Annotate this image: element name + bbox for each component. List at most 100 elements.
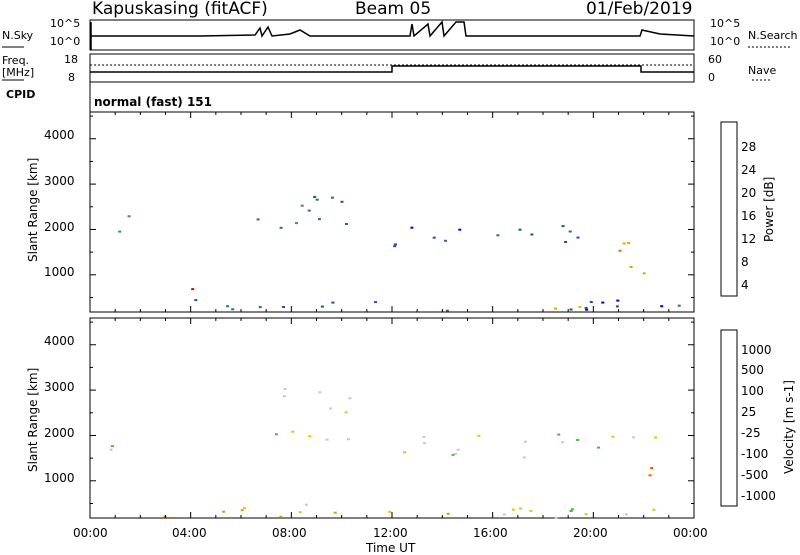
- data-cell: [654, 436, 657, 439]
- data-cell: [677, 304, 681, 307]
- power-panel-frame: [89, 111, 695, 313]
- data-cell: [282, 395, 286, 398]
- velocity-cb-m500: -500: [741, 468, 769, 482]
- data-cell: [243, 507, 247, 510]
- freq-label: Freq.: [2, 54, 30, 67]
- velocity-colorbar: [720, 329, 738, 507]
- data-cell: [331, 196, 334, 199]
- data-cell: [611, 435, 615, 438]
- data-cell: [530, 233, 534, 236]
- power-cb-20: 20: [741, 186, 757, 200]
- beam-label: Beam 05: [355, 0, 432, 19]
- data-cell: [456, 448, 460, 451]
- data-cell: [348, 397, 352, 400]
- data-cell: [585, 308, 589, 311]
- data-cell: [318, 391, 322, 394]
- data-cell: [298, 511, 302, 514]
- xtick-0000: 00:00: [73, 526, 108, 540]
- data-cell: [317, 218, 321, 221]
- data-cell: [315, 198, 319, 201]
- data-cell: [345, 223, 348, 225]
- data-cell: [502, 513, 506, 516]
- data-cell: [523, 440, 527, 443]
- power-ytick-2000: 2000: [44, 220, 75, 234]
- nsearch-label: N.Search: [748, 29, 798, 42]
- data-cell: [222, 510, 226, 513]
- data-cell: [347, 438, 350, 441]
- power-ytick-1000: 1000: [44, 265, 75, 279]
- nsearch-tick-top: 10^5: [710, 17, 741, 30]
- freq-trace: [90, 65, 694, 73]
- xtick-2000: 20:00: [573, 526, 608, 540]
- data-cell: [333, 511, 337, 514]
- data-cell: [529, 509, 533, 512]
- velocity-ytick-1000: 1000: [44, 471, 75, 485]
- data-cell: [127, 215, 131, 218]
- data-cell: [307, 209, 311, 212]
- data-cell: [557, 433, 561, 436]
- data-cell: [279, 515, 283, 518]
- data-cell: [388, 510, 392, 513]
- data-cell: [374, 301, 378, 304]
- station-title: Kapuskasing (fitACF): [92, 0, 268, 19]
- power-cb-16: 16: [741, 209, 757, 223]
- velocity-cb-m25: -25: [741, 426, 761, 440]
- data-cell: [432, 236, 436, 239]
- data-cell: [629, 266, 633, 268]
- data-cell: [320, 305, 324, 308]
- data-cell: [597, 446, 600, 449]
- velocity-cb-500: 500: [741, 363, 764, 377]
- velocity-ytick-4000: 4000: [44, 334, 75, 348]
- xtick-1600: 16:00: [473, 526, 508, 540]
- data-cell: [570, 508, 574, 511]
- data-cell: [458, 228, 462, 231]
- data-cell: [554, 516, 558, 519]
- data-cell: [256, 218, 260, 221]
- velocity-cb-m100: -100: [741, 447, 769, 461]
- data-cell: [393, 243, 397, 246]
- velocity-cb-m1000: -1000: [741, 489, 776, 503]
- colorbar-frame: [720, 121, 738, 297]
- power-ytick-3000: 3000: [44, 174, 75, 188]
- data-cell: [578, 305, 582, 308]
- data-cell: [589, 301, 593, 303]
- velocity-ytick-3000: 3000: [44, 380, 75, 394]
- data-cell: [660, 305, 664, 308]
- data-cell: [622, 242, 626, 245]
- data-cell: [329, 407, 332, 410]
- data-cell: [109, 448, 113, 451]
- xtick-1200: 12:00: [373, 526, 408, 540]
- data-cell: [240, 509, 244, 512]
- xtick-0400: 04:00: [172, 526, 207, 540]
- cpid-label: CPID: [6, 88, 36, 101]
- velocity-scatter: [109, 388, 657, 519]
- velocity-cb-100: 100: [741, 384, 764, 398]
- data-cell: [308, 435, 312, 438]
- velocity-ytick-2000: 2000: [44, 426, 75, 440]
- data-cell: [446, 512, 450, 515]
- data-cell: [518, 228, 522, 231]
- power-scatter: [118, 195, 681, 312]
- data-cell: [393, 245, 397, 248]
- power-ytick-4000: 4000: [44, 128, 75, 142]
- freq-panel-frame: [89, 53, 695, 83]
- nsky-trace: [90, 20, 695, 38]
- data-cell: [569, 308, 573, 311]
- data-cell: [576, 439, 580, 441]
- nave-tick-top: 60: [708, 53, 722, 66]
- data-cell: [568, 230, 572, 233]
- data-cell: [191, 288, 195, 291]
- data-cell: [422, 436, 426, 439]
- power-colorbar: [720, 121, 738, 297]
- data-cell: [627, 242, 631, 245]
- data-cell: [632, 436, 636, 439]
- data-cell: [410, 226, 414, 229]
- freq-tick-top: 18: [64, 53, 78, 66]
- power-cb-12: 12: [741, 232, 757, 246]
- nsky-tick-bottom: 10^0: [50, 35, 81, 48]
- data-cell: [652, 508, 656, 511]
- data-cell: [231, 308, 235, 311]
- data-cell: [304, 503, 308, 506]
- data-cell: [554, 307, 557, 310]
